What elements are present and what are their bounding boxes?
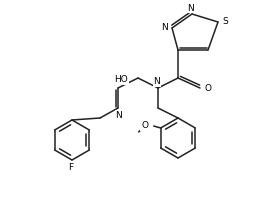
Text: HO: HO (114, 76, 128, 85)
Text: N: N (188, 3, 194, 12)
Text: N: N (154, 77, 160, 86)
Text: N: N (116, 110, 122, 119)
Text: O: O (205, 83, 211, 92)
Text: O: O (141, 122, 148, 131)
Text: S: S (222, 16, 228, 25)
Text: N: N (162, 22, 168, 31)
Text: F: F (68, 163, 74, 172)
